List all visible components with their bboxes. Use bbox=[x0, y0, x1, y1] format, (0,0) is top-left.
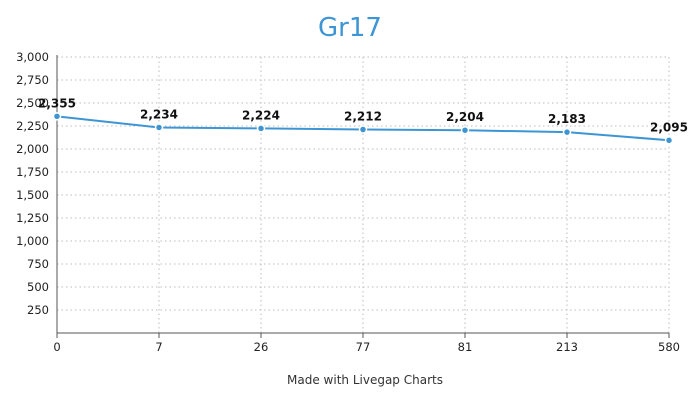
data-point bbox=[52, 112, 62, 121]
y-tick-label: 2,500 bbox=[16, 96, 49, 110]
data-point bbox=[154, 123, 164, 132]
data-point bbox=[562, 127, 572, 137]
grid-layer bbox=[57, 56, 670, 333]
x-tick-label: 0 bbox=[53, 340, 60, 354]
data-label: 2,355 bbox=[38, 96, 76, 110]
data-label: 2,183 bbox=[548, 112, 586, 126]
y-tick-label: 250 bbox=[27, 303, 49, 317]
y-tick-label: 1,750 bbox=[16, 165, 49, 179]
label-layer: 2,355 2,234 2,224 2,212 2,204 2,183 2,095 bbox=[38, 96, 688, 134]
data-point bbox=[256, 124, 266, 133]
x-tick-label: 580 bbox=[658, 340, 680, 354]
data-point bbox=[460, 125, 470, 135]
chart-title: Gr17 bbox=[318, 13, 382, 43]
x-tick-label: 213 bbox=[556, 340, 578, 354]
y-tick-label: 2,000 bbox=[16, 142, 49, 156]
data-label: 2,204 bbox=[446, 110, 484, 124]
series-layer bbox=[52, 112, 674, 145]
axis-layer: 250 500 750 1,000 1,250 1,500 1,750 2,000 2,250 2… bbox=[16, 50, 680, 354]
y-tick-label: 2,750 bbox=[16, 73, 49, 87]
data-point bbox=[664, 136, 674, 145]
x-tick-label: 81 bbox=[458, 340, 473, 354]
y-tick-label: 2,250 bbox=[16, 119, 49, 133]
x-tick-label: 7 bbox=[155, 340, 162, 354]
data-point bbox=[358, 125, 368, 134]
data-label: 2,224 bbox=[242, 108, 280, 122]
data-label: 2,212 bbox=[344, 109, 382, 123]
y-tick-label: 500 bbox=[27, 280, 49, 294]
data-label: 2,234 bbox=[140, 107, 178, 121]
y-tick-label: 1,500 bbox=[16, 188, 49, 202]
y-tick-label: 1,250 bbox=[16, 211, 49, 225]
y-tick-label: 1,000 bbox=[16, 234, 49, 248]
x-tick-label: 77 bbox=[356, 340, 371, 354]
y-tick-label: 3,000 bbox=[16, 50, 49, 64]
data-label: 2,095 bbox=[650, 120, 688, 134]
x-tick-label: 26 bbox=[254, 340, 269, 354]
y-tick-label: 750 bbox=[27, 257, 49, 271]
footer-credit: Made with Livegap Charts bbox=[287, 373, 443, 387]
